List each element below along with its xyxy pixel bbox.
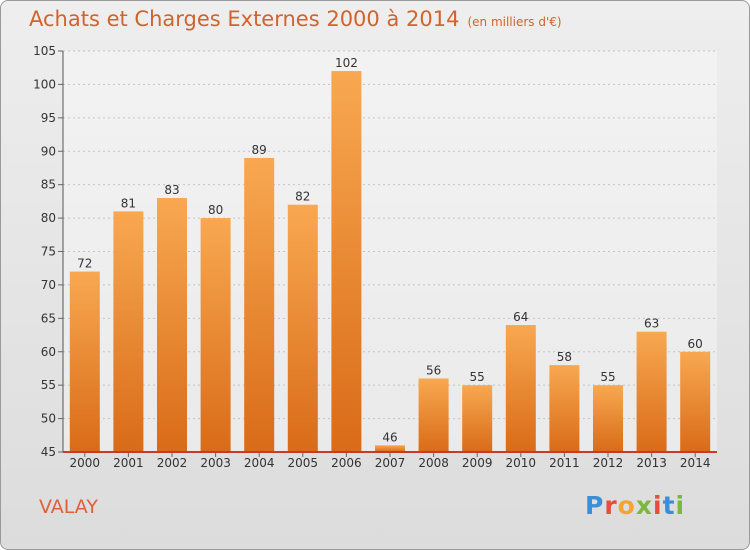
bar-value-label: 46 (382, 430, 397, 444)
bar-value-label: 64 (513, 310, 528, 324)
x-tick-label: 2005 (288, 456, 319, 470)
bar-value-label: 80 (208, 203, 223, 217)
x-tick-label: 2008 (418, 456, 449, 470)
x-tick-label: 2003 (200, 456, 231, 470)
bar (505, 325, 536, 452)
x-tick-label: 2014 (680, 456, 711, 470)
bar-value-label: 89 (252, 143, 267, 157)
commune-name: VALAY (39, 496, 98, 518)
bar (680, 351, 711, 452)
bar (244, 157, 275, 452)
bar-value-label: 55 (470, 370, 485, 384)
y-tick-label: 65 (41, 311, 56, 325)
logo-letter: r (604, 491, 618, 520)
chart-title: Achats et Charges Externes 2000 à 2014 (e… (29, 7, 562, 31)
bar-value-label: 82 (295, 190, 310, 204)
x-tick-label: 2011 (549, 456, 580, 470)
y-tick-label: 100 (33, 77, 56, 91)
chart-subtitle: (en milliers d'€) (467, 15, 562, 29)
bar-value-label: 63 (644, 317, 659, 331)
bar (287, 204, 318, 452)
y-tick-label: 90 (41, 144, 56, 158)
y-tick-label: 105 (33, 44, 56, 58)
logo-letter: i (675, 491, 686, 520)
bar-value-label: 102 (335, 56, 358, 70)
logo-letter: t (662, 491, 676, 520)
bar (157, 198, 187, 452)
y-tick-label: 70 (41, 278, 56, 292)
bar-value-label: 72 (77, 257, 92, 271)
bar (113, 211, 144, 452)
y-tick-label: 55 (41, 378, 56, 392)
y-tick-label: 95 (41, 111, 56, 125)
bar (462, 385, 493, 452)
logo-letter: i (653, 491, 663, 520)
bar (200, 218, 231, 452)
x-tick-label: 2000 (70, 456, 101, 470)
x-tick-label: 2009 (462, 456, 493, 470)
bar (636, 331, 667, 452)
logo-letter: P (585, 491, 605, 520)
bar (418, 378, 449, 452)
x-tick-label: 2002 (157, 456, 188, 470)
x-tick-label: 2012 (593, 456, 624, 470)
bar-value-label: 60 (688, 337, 703, 351)
bar-value-label: 55 (600, 370, 615, 384)
y-tick-label: 75 (41, 245, 56, 259)
bar-value-label: 56 (426, 363, 441, 377)
x-tick-label: 2007 (375, 456, 406, 470)
title-text: Achats et Charges Externes 2000 à 2014 (29, 7, 460, 31)
x-tick-label: 2013 (636, 456, 667, 470)
logo-letter: x (635, 491, 653, 520)
bar (69, 271, 100, 452)
x-tick-label: 2004 (244, 456, 275, 470)
x-tick-label: 2006 (331, 456, 362, 470)
y-tick-label: 60 (41, 345, 56, 359)
x-tick-label: 2010 (506, 456, 537, 470)
bar-value-label: 83 (164, 183, 179, 197)
bar-value-label: 58 (557, 350, 572, 364)
y-tick-label: 45 (41, 445, 56, 459)
bar (593, 385, 623, 452)
bar-value-label: 81 (121, 196, 136, 210)
y-tick-label: 50 (41, 412, 56, 426)
logo-letter: o (617, 491, 636, 520)
bar (331, 71, 362, 453)
proxiti-logo: Proxiti (585, 491, 685, 520)
y-tick-label: 85 (41, 178, 56, 192)
bar (549, 365, 580, 452)
bar (375, 445, 405, 452)
y-tick-label: 80 (41, 211, 56, 225)
x-tick-label: 2001 (113, 456, 144, 470)
